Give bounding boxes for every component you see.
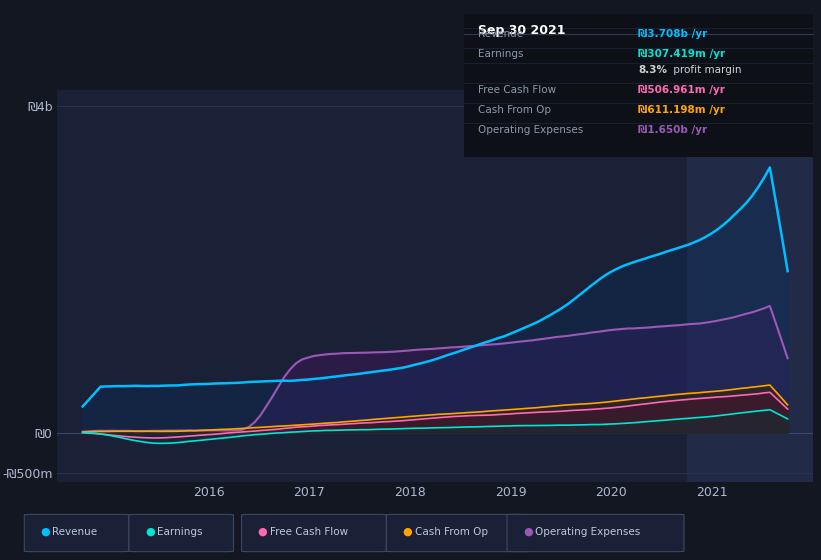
Text: Earnings: Earnings (478, 49, 523, 59)
Text: ●: ● (145, 527, 154, 537)
Text: ₪3.708b /yr: ₪3.708b /yr (639, 29, 708, 39)
Text: ₪1.650b /yr: ₪1.650b /yr (639, 125, 708, 134)
FancyBboxPatch shape (25, 514, 129, 552)
Text: Operating Expenses: Operating Expenses (478, 125, 583, 134)
Text: ●: ● (40, 527, 50, 537)
Text: ●: ● (523, 527, 533, 537)
FancyBboxPatch shape (241, 514, 387, 552)
Text: profit margin: profit margin (670, 65, 741, 74)
Text: 8.3%: 8.3% (639, 65, 667, 74)
Bar (687, 90, 821, 482)
Text: ●: ● (258, 527, 268, 537)
Text: Free Cash Flow: Free Cash Flow (269, 527, 348, 537)
Text: Free Cash Flow: Free Cash Flow (478, 85, 556, 95)
Text: Revenue: Revenue (478, 29, 523, 39)
FancyBboxPatch shape (387, 514, 531, 552)
Text: Cash From Op: Cash From Op (478, 105, 551, 115)
Text: ₪307.419m /yr: ₪307.419m /yr (639, 49, 726, 59)
FancyBboxPatch shape (507, 514, 684, 552)
Text: ●: ● (402, 527, 412, 537)
Text: Revenue: Revenue (53, 527, 98, 537)
Text: Cash From Op: Cash From Op (415, 527, 488, 537)
Text: ₪611.198m /yr: ₪611.198m /yr (639, 105, 725, 115)
Text: ₪506.961m /yr: ₪506.961m /yr (639, 85, 725, 95)
Text: Operating Expenses: Operating Expenses (535, 527, 640, 537)
Text: Earnings: Earnings (157, 527, 203, 537)
Text: Sep 30 2021: Sep 30 2021 (478, 24, 566, 37)
FancyBboxPatch shape (129, 514, 233, 552)
